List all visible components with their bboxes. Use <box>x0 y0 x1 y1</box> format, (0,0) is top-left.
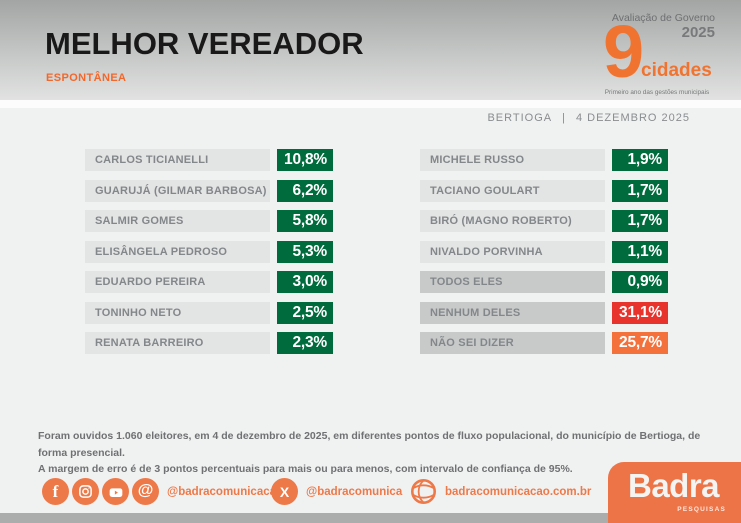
result-row: EDUARDO PEREIRA 3,0% <box>85 271 333 293</box>
candidate-label: RENATA BARREIRO <box>85 332 270 354</box>
candidate-label: EDUARDO PEREIRA <box>85 271 270 293</box>
result-badge: 3,0% <box>277 271 333 293</box>
date-label: 4 DEZEMBRO 2025 <box>575 112 690 124</box>
candidate-label: NÃO SEI DIZER <box>420 332 605 354</box>
instagram-icon[interactable] <box>72 478 99 505</box>
result-row: NENHUM DELES 31,1% <box>420 301 668 324</box>
badra-tagline: PESQUISAS <box>677 506 726 513</box>
youtube-icon[interactable] <box>102 478 129 505</box>
result-badge: 5,8% <box>277 210 333 232</box>
result-row: SALMIR GOMES 5,8% <box>85 210 333 232</box>
meta-separator: | <box>562 112 566 124</box>
website-link[interactable]: badracomunicacao.com.br <box>445 485 592 498</box>
x-glyph: X <box>279 483 290 500</box>
threads-icon[interactable]: @ <box>132 478 159 505</box>
candidate-label: SALMIR GOMES <box>85 210 270 232</box>
logo-cidades-text: cidades <box>641 60 712 81</box>
methodology-note: Foram ouvidos 1.060 eleitores, em 4 de d… <box>38 428 701 478</box>
badra-logo: Badra PESQUISAS <box>608 462 741 523</box>
results-column-left: CARLOS TICIANELLI 10,8% GUARUJÁ (GILMAR … <box>85 149 333 363</box>
logo-tagline: Primeiro ano das gestões municipais <box>604 89 710 96</box>
bottom-gray-strip <box>0 513 741 523</box>
result-badge: 1,7% <box>612 179 668 202</box>
candidate-label: ELISÂNGELA PEDROSO <box>85 240 270 263</box>
social-group-main: f @ @badracomunicacao <box>42 478 283 505</box>
result-row: TONINHO NETO 2,5% <box>85 301 333 324</box>
candidate-label: TONINHO NETO <box>85 301 270 324</box>
candidate-label: NIVALDO PORVINHA <box>420 240 605 263</box>
facebook-glyph: f <box>52 481 59 501</box>
survey-meta-line: BERTIOGA | 4 DEZEMBRO 2025 <box>487 112 690 124</box>
x-twitter-icon[interactable]: X <box>271 478 298 505</box>
result-row: MICHELE RUSSO 1,9% <box>420 149 668 171</box>
header-divider <box>0 100 741 108</box>
result-badge: 10,8% <box>277 149 333 171</box>
result-row: BIRÓ (MAGNO ROBERTO) 1,7% <box>420 210 668 232</box>
candidate-label: MICHELE RUSSO <box>420 149 605 171</box>
result-badge: 1,7% <box>612 210 668 232</box>
result-row: TACIANO GOULART 1,7% <box>420 179 668 202</box>
city-label: BERTIOGA <box>487 112 553 124</box>
header-band: MELHOR VEREADOR ESPONTÂNEA Avaliação de … <box>0 0 741 100</box>
social-group-x: X @badracomunica <box>271 478 402 505</box>
social-handle-x[interactable]: @badracomunica <box>306 485 403 498</box>
results-column-right: MICHELE RUSSO 1,9% TACIANO GOULART 1,7% … <box>420 149 668 363</box>
logo-nine-numeral: 9 <box>603 10 645 93</box>
logo-eyebrow: Avaliação de Governo <box>611 12 715 24</box>
candidate-label: GUARUJÁ (GILMAR BARBOSA) <box>85 179 270 202</box>
result-row: GUARUJÁ (GILMAR BARBOSA) 6,2% <box>85 179 333 202</box>
9cidades-logo: Avaliação de Governo 2025 9 cidades Prim… <box>597 12 717 98</box>
methodology-line-2: A margem de erro é de 3 pontos percentua… <box>38 463 573 475</box>
result-row: NIVALDO PORVINHA 1,1% <box>420 240 668 263</box>
threads-glyph: @ <box>137 482 154 499</box>
result-badge: 25,7% <box>612 332 668 354</box>
page-title: MELHOR VEREADOR <box>45 26 364 61</box>
logo-year: 2025 <box>681 24 715 41</box>
candidate-label: CARLOS TICIANELLI <box>85 149 270 171</box>
result-badge: 1,1% <box>612 240 668 263</box>
result-badge: 0,9% <box>612 271 668 293</box>
result-row: TODOS ELES 0,9% <box>420 271 668 293</box>
result-row: ELISÂNGELA PEDROSO 5,3% <box>85 240 333 263</box>
result-badge: 2,3% <box>277 332 333 354</box>
result-row: RENATA BARREIRO 2,3% <box>85 332 333 354</box>
methodology-line-1: Foram ouvidos 1.060 eleitores, em 4 de d… <box>38 430 701 459</box>
result-badge: 31,1% <box>612 301 668 324</box>
badra-wordmark: Badra <box>628 467 720 504</box>
facebook-icon[interactable]: f <box>42 478 69 505</box>
result-badge: 1,9% <box>612 149 668 171</box>
result-badge: 5,3% <box>277 240 333 263</box>
social-handle-main[interactable]: @badracomunicacao <box>167 485 284 498</box>
social-group-web: badracomunicacao.com.br <box>410 478 591 505</box>
result-row: CARLOS TICIANELLI 10,8% <box>85 149 333 171</box>
candidate-label: NENHUM DELES <box>420 301 605 324</box>
result-row: NÃO SEI DIZER 25,7% <box>420 332 668 354</box>
globe-icon[interactable] <box>410 478 437 505</box>
candidate-label: TODOS ELES <box>420 271 605 293</box>
candidate-label: TACIANO GOULART <box>420 179 605 202</box>
page-subtitle: ESPONTÂNEA <box>46 72 127 84</box>
result-badge: 6,2% <box>277 179 333 202</box>
candidate-label: BIRÓ (MAGNO ROBERTO) <box>420 210 605 232</box>
result-badge: 2,5% <box>277 301 333 324</box>
